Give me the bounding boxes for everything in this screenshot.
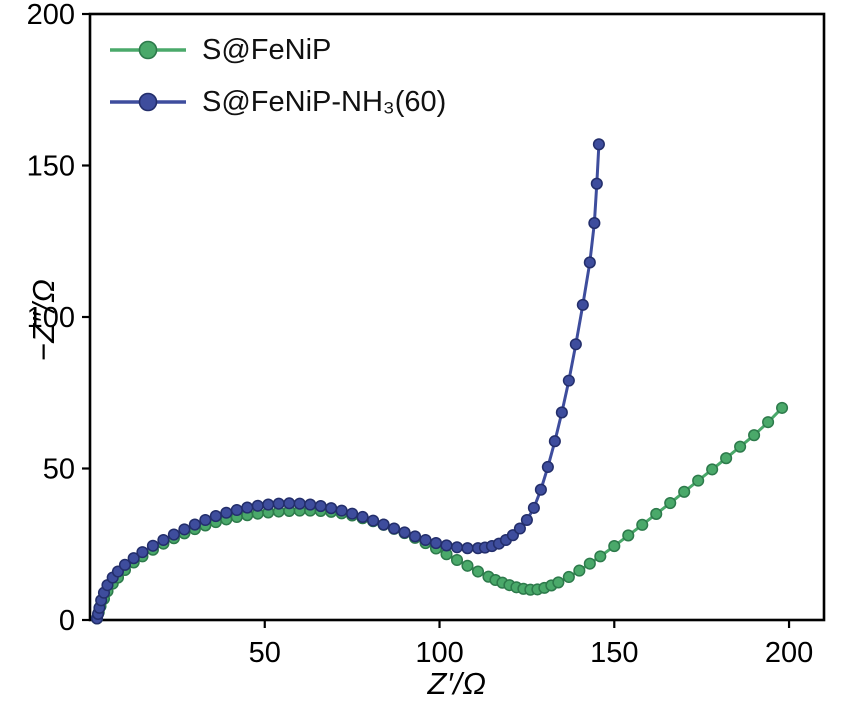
data-point-series-1 <box>118 558 132 571</box>
data-point-series-1 <box>356 510 369 524</box>
legend-label-0: S@FeNiP <box>202 33 332 66</box>
data-point-series-1 <box>576 298 589 311</box>
data-point-series-1 <box>314 500 327 513</box>
data-point-series-0 <box>608 540 621 553</box>
data-point-series-0 <box>706 463 719 476</box>
data-point-series-1 <box>272 497 285 510</box>
data-point-series-1 <box>230 503 243 517</box>
data-point-series-1 <box>541 460 554 474</box>
data-point-series-1 <box>127 552 140 565</box>
x-tick-label: 50 <box>249 637 281 669</box>
legend-marker-icon <box>138 40 158 60</box>
data-point-series-1 <box>419 533 432 547</box>
data-point-series-1 <box>398 526 411 539</box>
data-point-series-1 <box>440 539 453 552</box>
legend-label-1: S@FeNiP-NH₃(60) <box>202 85 447 118</box>
data-point-series-1 <box>146 539 159 552</box>
data-point-series-1 <box>562 374 575 387</box>
data-point-series-1 <box>209 510 222 523</box>
data-point-series-1 <box>262 498 275 511</box>
series-line-0 <box>95 406 784 620</box>
data-point-series-1 <box>429 536 443 550</box>
data-point-series-1 <box>513 522 526 535</box>
data-point-series-1 <box>450 541 464 554</box>
data-point-series-1 <box>583 256 596 269</box>
data-point-series-1 <box>388 522 401 535</box>
data-point-series-0 <box>748 429 761 442</box>
data-point-series-1 <box>409 530 422 543</box>
x-tick-label: 200 <box>765 637 813 669</box>
data-point-series-1 <box>335 504 348 517</box>
data-point-series-0 <box>734 440 747 453</box>
data-point-series-1 <box>461 542 474 555</box>
legend-marker-icon <box>138 92 158 112</box>
data-point-series-0 <box>562 570 575 584</box>
y-tick-label: 100 <box>27 302 75 334</box>
data-point-series-1 <box>157 533 170 547</box>
data-point-series-1 <box>548 435 561 448</box>
data-point-series-1 <box>534 483 547 496</box>
y-tick-label: 0 <box>59 605 75 637</box>
data-point-series-0 <box>636 518 649 531</box>
data-point-series-0 <box>594 550 607 563</box>
legend-item-1: S@FeNiP-NH₃(60) <box>108 82 446 122</box>
data-point-series-0 <box>622 529 635 542</box>
data-point-series-0 <box>720 452 733 465</box>
data-point-series-1 <box>588 217 601 230</box>
data-point-series-1 <box>220 506 233 519</box>
legend: S@FeNiP S@FeNiP-NH₃(60) <box>108 30 446 122</box>
x-tick-label: 100 <box>415 637 463 669</box>
data-point-series-1 <box>241 501 254 514</box>
legend-swatch-0 <box>110 40 186 60</box>
data-point-series-1 <box>346 507 359 520</box>
data-point-series-1 <box>527 501 540 514</box>
series-line-1 <box>95 142 601 620</box>
data-point-series-0 <box>461 559 474 572</box>
data-point-series-1 <box>136 546 149 559</box>
data-point-series-0 <box>552 576 565 589</box>
data-point-series-1 <box>569 338 582 351</box>
y-tick-label: 150 <box>27 151 75 183</box>
data-point-series-0 <box>583 557 596 570</box>
data-point-series-0 <box>776 401 789 414</box>
data-point-series-0 <box>692 474 705 487</box>
data-point-series-1 <box>555 406 568 419</box>
data-point-series-1 <box>178 523 191 536</box>
data-point-series-1 <box>377 518 390 531</box>
data-point-series-1 <box>251 499 264 512</box>
data-point-series-1 <box>590 177 603 190</box>
data-point-series-1 <box>188 518 201 531</box>
data-point-series-1 <box>293 497 306 510</box>
data-point-series-0 <box>450 553 464 567</box>
data-point-series-1 <box>325 502 338 515</box>
y-tick-label: 50 <box>43 454 75 486</box>
data-point-series-1 <box>199 513 212 527</box>
y-tick-label: 200 <box>27 0 75 31</box>
legend-item-0: S@FeNiP <box>108 30 446 70</box>
data-point-series-0 <box>573 564 586 577</box>
legend-swatch-1 <box>110 92 186 112</box>
x-axis-label: Z′/Ω <box>427 666 487 701</box>
data-point-series-0 <box>471 565 485 578</box>
data-point-series-1 <box>304 498 317 511</box>
data-point-series-0 <box>650 507 663 521</box>
data-point-series-0 <box>762 416 775 429</box>
data-point-series-1 <box>592 138 605 151</box>
x-tick-label: 150 <box>590 637 638 669</box>
data-point-series-1 <box>520 513 533 527</box>
y-axis-label: −Z″/Ω <box>26 278 61 362</box>
data-point-series-0 <box>664 496 677 510</box>
data-point-series-0 <box>678 485 691 498</box>
data-point-series-1 <box>283 497 296 510</box>
data-point-series-1 <box>367 514 380 527</box>
data-point-series-1 <box>167 528 180 541</box>
